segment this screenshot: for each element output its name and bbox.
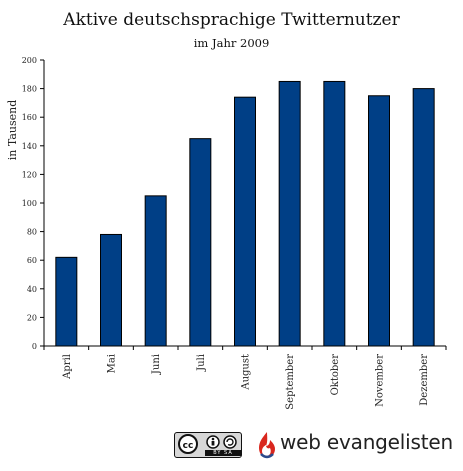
y-tick-label: 160 (22, 113, 37, 122)
bar-september (278, 80, 301, 347)
cc-by-sa-icon[interactable]: cc BY SA (174, 432, 242, 458)
y-tick-label: 40 (27, 285, 37, 294)
chart-title: Aktive deutschsprachige Twitternutzer (63, 10, 400, 30)
x-tick-label: Mai (107, 354, 118, 373)
x-tick-label: Juni (151, 354, 162, 375)
y-tick-label: 80 (27, 228, 37, 237)
chart-subtitle: im Jahr 2009 (193, 36, 270, 50)
x-tick-label: Oktober (330, 354, 341, 396)
y-tick-label: 180 (22, 85, 37, 94)
y-tick-label: 100 (22, 199, 37, 208)
x-tick-label: November (375, 354, 386, 407)
bar-oktober (323, 80, 346, 347)
footer: cc BY SA web evangelisten (170, 428, 460, 464)
license-label: BY SA (205, 450, 241, 456)
bar-juli (189, 138, 212, 347)
bar-dezember (412, 88, 435, 347)
y-tick-label: 0 (32, 342, 37, 351)
x-tick-label: April (62, 354, 73, 380)
x-tick-label: Juli (196, 354, 207, 372)
y-tick-label: 20 (27, 313, 37, 322)
brand-name: web evangelisten (280, 430, 453, 454)
bar-juni (144, 195, 167, 347)
x-axis-labels: April Mai Juni Juli August September Oktober No… (62, 354, 430, 410)
x-tick-label: Dezember (419, 354, 430, 406)
bar-august (234, 96, 256, 347)
y-axis-label: in Tausend (6, 100, 19, 161)
bars (55, 80, 435, 347)
x-tick-label: September (285, 354, 296, 410)
y-axis-ticks: 0 20 40 60 80 100 120 140 160 180 200 (22, 56, 44, 351)
bar-november (368, 95, 390, 347)
y-tick-label: 120 (22, 170, 37, 179)
y-tick-label: 60 (27, 256, 37, 265)
x-axis-ticks (43, 346, 447, 350)
bar-chart: 0 20 40 60 80 100 120 140 160 180 200 April Mai Juni… (6, 56, 447, 410)
y-tick-label: 200 (22, 56, 37, 65)
x-tick-label: August (241, 354, 252, 391)
flame-logo-icon (259, 432, 275, 459)
svg-text:cc: cc (183, 441, 194, 451)
bar-mai (100, 233, 122, 347)
y-tick-label: 140 (22, 142, 37, 151)
bar-april (55, 256, 78, 347)
